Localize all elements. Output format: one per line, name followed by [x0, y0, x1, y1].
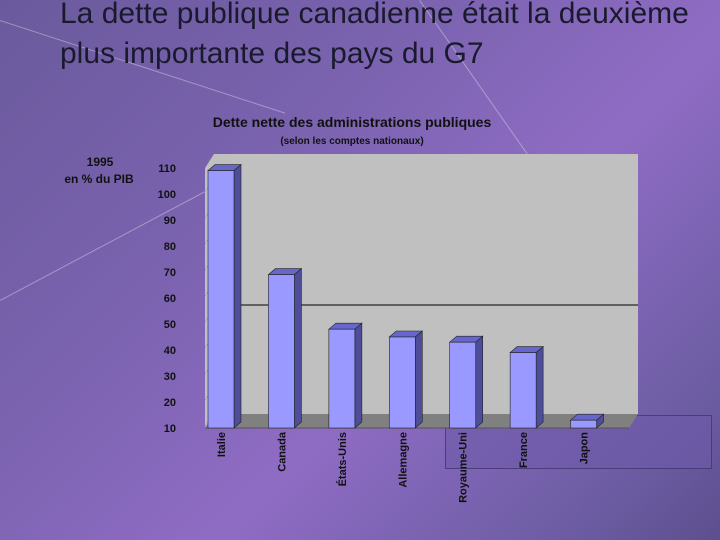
bar: [449, 341, 477, 429]
bar: [328, 328, 356, 429]
bar-side: [414, 330, 423, 429]
y-tick-label: 100: [158, 189, 176, 201]
x-category-label: Canada: [276, 431, 288, 472]
bar: [268, 274, 295, 429]
bar-side: [233, 163, 242, 429]
y-tick-label: 90: [164, 215, 176, 227]
slide-title: La dette publique canadienne était la de…: [60, 0, 689, 70]
y-tick-label: 20: [164, 397, 176, 409]
bar: [388, 336, 416, 429]
bar-side: [294, 267, 302, 429]
x-category-label: Japon: [579, 432, 591, 465]
y-tick-label: 70: [164, 267, 176, 279]
y-axis-label-unit: en % du PIB: [64, 172, 134, 186]
y-tick-label: 10: [164, 423, 176, 435]
y-tick-label: 30: [164, 371, 176, 383]
y-tick-label: 110: [158, 163, 176, 175]
bar-side: [475, 335, 484, 429]
y-tick-label: 80: [164, 241, 176, 253]
x-category-label: Allemagne: [397, 432, 409, 488]
x-category-label: États-Unis: [336, 432, 349, 486]
x-category-label: Royaume-Uni: [458, 432, 470, 503]
chart-title: Dette nette des administrations publique…: [213, 114, 492, 130]
bar: [207, 170, 235, 429]
y-tick-label: 60: [164, 293, 176, 305]
y-axis-label-year: 1995: [87, 155, 114, 169]
bar-side: [535, 345, 544, 429]
x-category-label: Italie: [216, 432, 228, 457]
y-tick-label: 50: [164, 319, 176, 331]
chart-subtitle: (selon les comptes nationaux): [280, 136, 423, 147]
x-category-label: France: [518, 432, 530, 468]
bar: [509, 352, 537, 429]
y-tick-label: 40: [164, 345, 176, 357]
bar: [570, 419, 597, 429]
bar-side: [354, 322, 363, 429]
